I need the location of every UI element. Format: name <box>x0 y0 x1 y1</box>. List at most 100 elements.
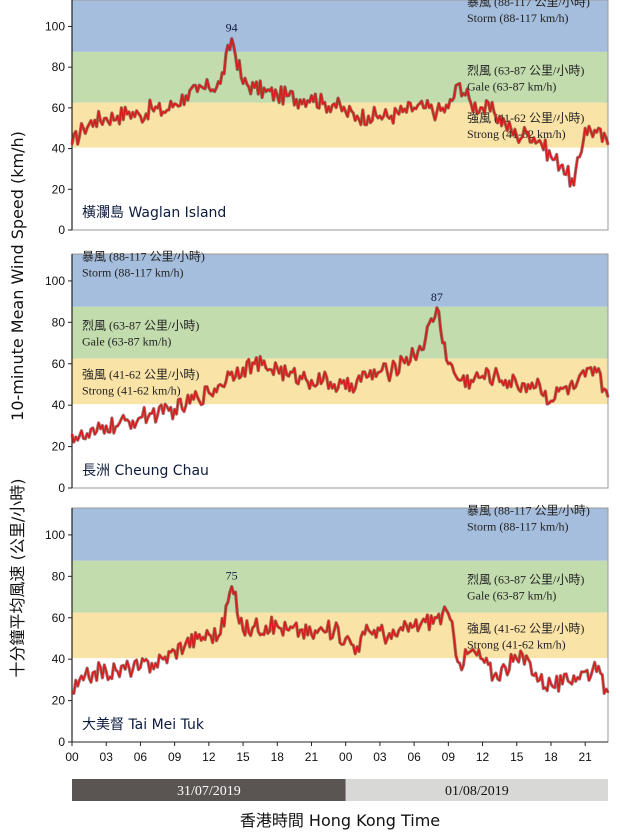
y-tick-label: 80 <box>52 315 66 329</box>
y-tick-label: 80 <box>52 60 66 74</box>
data-point <box>356 645 359 648</box>
y-tick-label: 100 <box>45 528 65 542</box>
data-point <box>344 111 347 113</box>
data-point <box>572 387 575 390</box>
data-point <box>173 102 176 105</box>
data-point <box>310 379 313 382</box>
data-point <box>447 612 450 615</box>
data-point <box>128 111 130 113</box>
x-tick-label: 06 <box>134 750 148 764</box>
data-point <box>607 143 609 146</box>
data-point <box>458 379 461 382</box>
data-point <box>550 155 552 158</box>
data-point <box>196 395 199 398</box>
gale-band <box>72 51 608 103</box>
date-bar-1 <box>72 779 346 801</box>
data-point <box>481 375 484 378</box>
data-point <box>276 625 279 627</box>
data-point <box>242 629 244 632</box>
storm-band-label-zh: 暴風 (88-117 公里/小時) <box>467 0 590 9</box>
data-point <box>321 629 324 632</box>
storm-band <box>72 254 608 307</box>
data-point <box>116 670 119 673</box>
x-tick-label: 00 <box>339 750 353 764</box>
y-tick-label: 100 <box>45 19 65 33</box>
x-tick-label: 18 <box>544 750 558 764</box>
data-point <box>287 94 290 97</box>
data-point <box>333 102 336 105</box>
data-point <box>105 670 108 673</box>
data-point <box>515 135 518 138</box>
data-point <box>93 670 96 673</box>
data-point <box>105 424 108 427</box>
x-tick-label: 03 <box>373 750 387 764</box>
data-point <box>82 437 85 440</box>
strong-band-label-en: Strong (41-62 km/h) <box>467 637 566 651</box>
wind-speed-series <box>71 585 609 695</box>
data-point <box>401 111 404 113</box>
peak-label: 75 <box>226 569 238 583</box>
panel-2: 0 20 40 60 80 100 暴風 (88-117 公里/小時) Storm (88-1… <box>45 249 610 495</box>
data-point <box>71 433 73 436</box>
storm-band-label-en: Storm (88-117 km/h) <box>467 11 569 25</box>
x-tick-label: 06 <box>407 750 421 764</box>
data-point <box>230 585 233 588</box>
y-tick-label: 60 <box>52 357 66 371</box>
data-point <box>310 633 313 636</box>
data-point <box>116 115 119 117</box>
data-point <box>595 131 598 134</box>
storm-band <box>72 508 608 561</box>
y-tick-label: 100 <box>45 274 65 288</box>
data-point <box>367 375 370 378</box>
data-point <box>413 625 416 627</box>
x-tick-label: 21 <box>579 750 593 764</box>
data-point <box>139 666 142 669</box>
data-point <box>424 106 427 109</box>
data-point <box>356 379 359 382</box>
data-point <box>128 420 130 423</box>
x-tick-label: 18 <box>271 750 285 764</box>
data-point <box>527 131 530 134</box>
data-point <box>242 82 244 85</box>
data-point <box>139 115 142 117</box>
panels: 0 20 40 60 80 100 暴風 (88-117 公里/小時) Storm (88-1… <box>45 0 610 749</box>
data-point <box>207 633 210 636</box>
strong-band-label-en: Strong (41-62 km/h) <box>82 383 181 397</box>
y-tick-label: 0 <box>58 481 65 495</box>
gale-band-label-zh: 烈風 (63-87 公里/小時) <box>467 63 584 77</box>
data-point <box>538 383 541 386</box>
data-point <box>550 683 552 685</box>
data-point <box>150 662 153 665</box>
data-point <box>493 375 495 378</box>
data-point <box>379 115 381 117</box>
data-point <box>116 424 119 427</box>
data-point <box>150 106 153 109</box>
x-tick-label: 12 <box>476 750 490 764</box>
data-point <box>207 86 210 89</box>
data-point <box>607 691 609 694</box>
data-point <box>196 90 199 93</box>
data-point <box>105 117 108 119</box>
station-label: 長洲 Cheung Chau <box>82 463 209 479</box>
y-tick-label: 20 <box>52 440 66 454</box>
x-tick-label: 00 <box>65 750 79 764</box>
data-point <box>584 127 587 130</box>
data-point <box>595 670 598 673</box>
x-axis: 00 03 06 09 12 15 18 21 00 03 06 09 12 15 18 21 31/07/20… <box>65 741 608 801</box>
data-point <box>390 371 393 373</box>
strong-band-label-zh: 強風 (41-62 公里/小時) <box>82 367 199 381</box>
data-point <box>93 119 96 121</box>
data-point <box>299 98 301 101</box>
data-point <box>527 658 530 661</box>
x-tick-label: 03 <box>100 750 114 764</box>
data-point <box>321 379 324 382</box>
gale-band-label-zh: 烈風 (63-87 公里/小時) <box>82 319 199 333</box>
data-point <box>527 383 530 386</box>
data-point <box>424 620 427 623</box>
data-point <box>561 387 564 390</box>
y-tick-label: 80 <box>52 569 66 583</box>
data-point <box>93 433 96 436</box>
y-tick-label: 20 <box>52 182 66 196</box>
data-point <box>173 408 176 411</box>
